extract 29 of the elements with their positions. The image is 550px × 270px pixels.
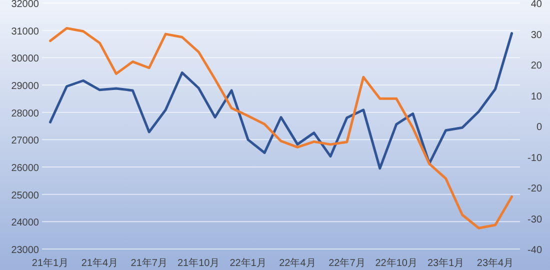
x-tick-label: 23年1月: [427, 257, 464, 269]
y2-tick-label: 0: [536, 122, 542, 133]
y-tick-label: 28000: [11, 108, 40, 120]
y-tick-label: 25000: [11, 190, 40, 202]
y2-tick-label: 30: [530, 30, 542, 41]
y2-tick-label: 10: [530, 91, 542, 102]
y2-tick-label: 40: [530, 0, 542, 10]
y2-tick-label: -10: [528, 152, 542, 164]
y-tick-label: 32000: [11, 0, 40, 10]
x-tick-label: 21年4月: [81, 257, 118, 269]
y-tick-label: 24000: [11, 218, 40, 229]
y-tick-label: 26000: [11, 163, 40, 174]
y2-tick-label: -40: [528, 245, 542, 256]
y-tick-label: 23000: [11, 245, 40, 256]
x-tick-label: 22年1月: [230, 257, 266, 269]
y-tick-label: 29000: [11, 81, 40, 92]
y2-tick-label: 20: [530, 60, 542, 72]
x-tick-label: 21年10月: [177, 257, 220, 269]
y-tick-label: 27000: [11, 136, 40, 147]
x-tick-label: 22年7月: [328, 257, 366, 269]
x-tick-label: 22年4月: [279, 257, 316, 269]
y2-tick-label: -20: [528, 184, 542, 194]
y2-tick-label: -30: [528, 214, 542, 226]
x-tick-label: 21年1月: [32, 257, 69, 269]
y-tick-label: 30000: [11, 54, 40, 65]
x-tick-label: 21年7月: [130, 257, 168, 269]
x-tick-label: 23年4月: [476, 257, 514, 269]
x-tick-label: 22年10月: [375, 257, 418, 269]
y-tick-label: 31000: [11, 26, 40, 38]
